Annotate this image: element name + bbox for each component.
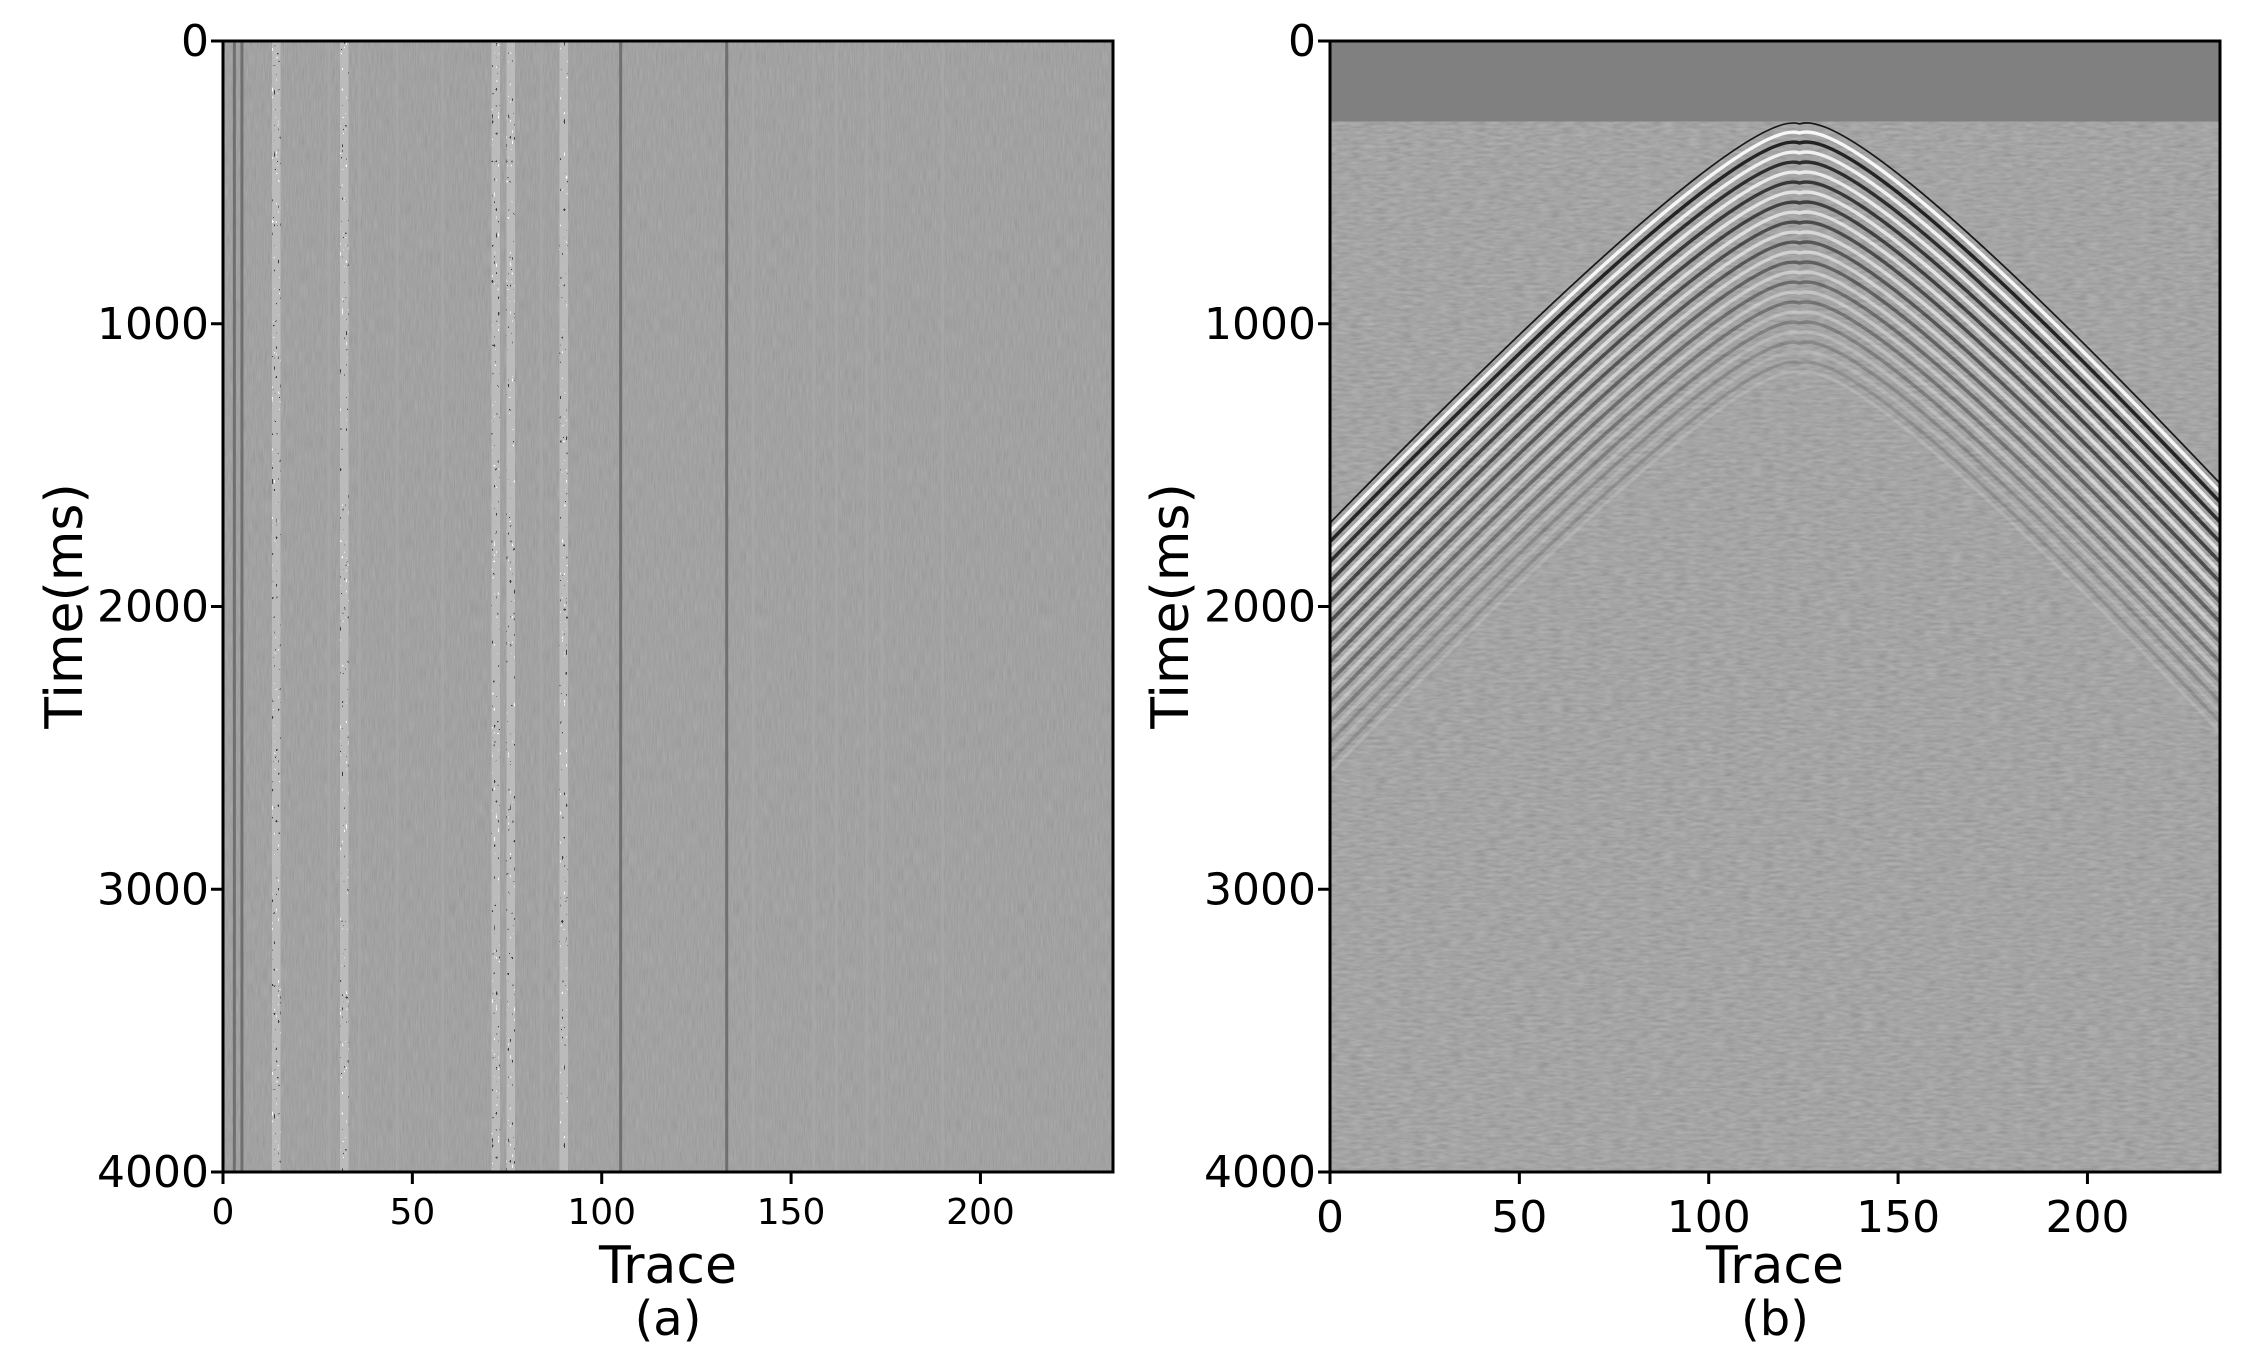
x-tick-label: 100 (567, 1192, 636, 1233)
panel-a-ylabel: Time(ms) (35, 483, 95, 730)
reflection-band (1330, 220, 2220, 623)
noisy-trace-strong (491, 41, 500, 1172)
panel-a-caption: (a) (635, 1291, 702, 1347)
panel-b-caption: (b) (1741, 1291, 1809, 1347)
noisy-trace-weak (880, 41, 884, 1172)
noisy-trace-weak (240, 41, 244, 1172)
reflection-band (1330, 360, 2220, 763)
x-tick-label: 0 (212, 1192, 235, 1233)
reflection-band (1330, 190, 2220, 593)
reflection-band (1330, 330, 2220, 733)
panel-a-noise (223, 41, 1113, 1172)
reflection-band (1330, 370, 2220, 773)
y-tick-label: 2000 (1204, 582, 1316, 633)
reflection-band (1330, 290, 2220, 693)
noisy-trace-weak (812, 41, 816, 1172)
panel-b-seismic-events (1330, 121, 2220, 1172)
noisy-trace-weak (232, 41, 236, 1172)
reflection-band (1330, 180, 2220, 583)
noisy-trace-strong (559, 41, 568, 1172)
reflection-band (1330, 310, 2220, 713)
noisy-trace-weak (441, 41, 445, 1172)
noisy-trace-strong (506, 41, 515, 1172)
reflection-band (1330, 130, 2220, 533)
noisy-trace-strong (272, 41, 281, 1172)
first-break-reflections (1330, 121, 2220, 773)
y-tick-label: 4000 (1204, 1147, 1316, 1198)
reflection-band (1330, 210, 2220, 613)
panel-a-noisy-traces (232, 41, 945, 1172)
x-tick-label: 100 (1667, 1192, 1751, 1243)
y-tick-label: 1000 (1204, 299, 1316, 350)
y-tick-label: 3000 (97, 864, 209, 915)
reflection-band (1330, 280, 2220, 683)
reflection-band (1330, 260, 2220, 663)
reflection-band (1330, 350, 2220, 753)
reflection-band (1330, 240, 2220, 643)
x-tick-label: 50 (1491, 1192, 1547, 1243)
y-tick-label: 0 (181, 16, 209, 67)
reflection-band (1330, 140, 2220, 543)
panel-a-image (223, 41, 1113, 1172)
panel-b-ylabel: Time(ms) (1141, 483, 1201, 730)
x-tick-label: 200 (946, 1192, 1015, 1233)
reflection-band (1330, 270, 2220, 673)
noisy-trace-weak (327, 41, 331, 1172)
x-tick-label: 200 (2045, 1192, 2129, 1243)
noisy-trace-weak (725, 41, 729, 1172)
x-tick-label: 150 (1856, 1192, 1940, 1243)
y-tick-label: 3000 (1204, 864, 1316, 915)
y-tick-label: 2000 (97, 582, 209, 633)
noisy-trace-weak (619, 41, 623, 1172)
reflection-band (1330, 320, 2220, 723)
noisy-trace-weak (539, 41, 543, 1172)
noisy-trace-weak (835, 41, 839, 1172)
reflection-band (1330, 160, 2220, 563)
noisy-trace-weak (357, 41, 361, 1172)
reflection-band (1330, 300, 2220, 703)
x-tick-label: 0 (1316, 1192, 1344, 1243)
reflection-band (1330, 200, 2220, 603)
y-tick-label: 1000 (97, 299, 209, 350)
y-tick-label: 4000 (97, 1147, 209, 1198)
reflection-band (1330, 250, 2220, 653)
x-tick-label: 50 (389, 1192, 435, 1233)
panel-b-xlabel: Trace (1705, 1236, 1844, 1296)
reflection-band (1330, 170, 2220, 573)
noisy-trace-weak (751, 41, 755, 1172)
noisy-trace-weak (395, 41, 399, 1172)
noisy-trace-strong (340, 41, 349, 1172)
reflection-band (1330, 230, 2220, 633)
noisy-trace-weak (941, 41, 945, 1172)
reflection-band (1330, 340, 2220, 743)
panel-b-image (1330, 41, 2220, 1172)
reflection-band (1330, 150, 2220, 553)
x-tick-label: 150 (757, 1192, 826, 1233)
y-tick-label: 0 (1288, 16, 1316, 67)
noisy-trace-weak (865, 41, 869, 1172)
panel-a-xlabel: Trace (598, 1236, 737, 1296)
